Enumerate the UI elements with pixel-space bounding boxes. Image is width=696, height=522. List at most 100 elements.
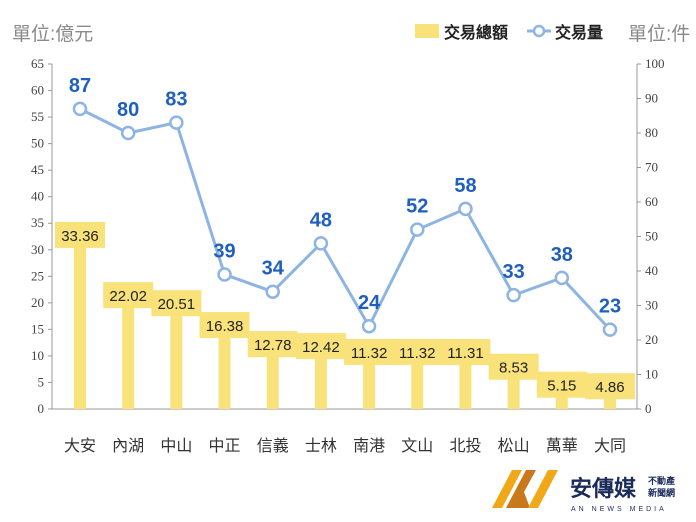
bar-label-box	[392, 338, 443, 365]
right-axis-unit: 單位:件	[628, 23, 690, 45]
right-tick-label: 10	[645, 367, 658, 382]
line-point	[313, 236, 329, 251]
right-tick-label: 60	[645, 194, 658, 209]
bar-label-box	[295, 333, 346, 360]
legend-bar-label: 交易總額	[444, 23, 508, 42]
right-tick-label: 30	[645, 298, 658, 313]
bar-label-box	[151, 290, 202, 317]
line-label: 33	[503, 261, 525, 283]
bar-label-box	[247, 331, 298, 358]
right-tick-label: 70	[645, 160, 658, 175]
category-label: 南港	[353, 437, 385, 455]
left-tick-label: 15	[31, 321, 44, 336]
bar-label-box	[488, 353, 539, 380]
bar	[218, 322, 231, 409]
line-label: 48	[310, 209, 332, 231]
line-point	[120, 125, 136, 141]
category-label: 中正	[209, 437, 241, 455]
logo-tagline: AN NEWS MEDIA	[571, 506, 667, 513]
line-series	[79, 107, 612, 331]
category-label: 士林	[305, 437, 337, 455]
line-point	[554, 270, 570, 286]
logo: 安傳媒 不動產 新聞網 AN NEWS MEDIA	[492, 470, 675, 513]
left-tick-label: 60	[31, 83, 44, 98]
logo-mark-3	[528, 470, 558, 508]
left-tick-label: 50	[31, 136, 44, 151]
bar	[122, 292, 135, 409]
line-point	[506, 287, 521, 303]
bar-label-box	[199, 312, 250, 339]
bar	[314, 343, 327, 409]
line-point	[72, 101, 88, 117]
line-label: 52	[406, 196, 428, 218]
bar-label: 8.53	[499, 360, 528, 377]
logo-text: 安傳媒	[570, 476, 637, 501]
logo-sub1: 不動產	[648, 475, 675, 486]
left-tick-label: 10	[31, 348, 44, 363]
category-label: 松山	[498, 437, 530, 455]
line-label: 83	[165, 89, 187, 111]
line-label: 23	[599, 296, 621, 318]
left-tick-label: 55	[31, 109, 44, 124]
left-tick-label: 20	[31, 295, 44, 310]
logo-mark-2	[506, 470, 536, 508]
bar-label-box	[55, 221, 105, 248]
left-axis-unit: 單位:億元	[12, 23, 93, 45]
bar-label: 33.36	[61, 228, 99, 245]
bar-label: 11.31	[447, 345, 483, 362]
bar-label: 11.32	[351, 345, 387, 362]
right-tick-label: 20	[645, 332, 658, 347]
bar-label-box	[536, 371, 587, 398]
bar-label: 12.42	[302, 339, 340, 356]
legend-bar-swatch	[415, 24, 439, 38]
line-point	[410, 222, 425, 237]
line-point	[458, 201, 473, 217]
line-point	[361, 318, 377, 334]
bar-label: 20.51	[158, 296, 196, 313]
left-tick-label: 0	[38, 401, 45, 416]
line-label: 24	[358, 292, 381, 314]
bar-label: 16.38	[206, 318, 244, 335]
left-tick-label: 5	[38, 374, 45, 389]
left-tick-label: 35	[31, 215, 44, 230]
bar-label-box	[103, 282, 154, 309]
category-label: 內湖	[112, 437, 144, 455]
right-tick-label: 80	[645, 125, 658, 140]
category-label: 大安	[64, 437, 96, 455]
line-label: 34	[262, 258, 285, 280]
category-label: 北投	[449, 437, 481, 455]
line-point	[217, 267, 232, 282]
bar	[74, 231, 86, 409]
bar-label: 4.86	[595, 379, 624, 396]
right-tick-label: 0	[645, 401, 652, 416]
right-tick-label: 100	[645, 56, 665, 71]
bar-label-box	[440, 338, 491, 365]
bar-label-box	[344, 338, 395, 365]
left-tick-label: 65	[31, 56, 44, 71]
bar-label: 22.02	[109, 288, 147, 305]
line-label: 39	[213, 240, 235, 262]
left-tick-label: 30	[31, 242, 44, 257]
legend: 交易總額 交易量	[415, 23, 603, 42]
left-tick-label: 40	[31, 189, 44, 204]
line-point	[602, 322, 618, 337]
line-label: 87	[69, 75, 91, 97]
left-tick-label: 45	[31, 162, 44, 177]
bar-label-box	[585, 373, 635, 400]
left-tick-label: 25	[31, 268, 44, 283]
bar-label: 12.78	[254, 337, 292, 354]
right-tick-label: 90	[645, 91, 658, 106]
line-label: 38	[551, 244, 573, 266]
right-tick-label: 50	[645, 229, 658, 244]
line-point	[169, 115, 184, 130]
bar-label: 11.32	[399, 345, 435, 362]
logo-sub2: 新聞網	[648, 487, 675, 498]
line-label: 58	[454, 175, 476, 197]
category-label: 信義	[257, 437, 289, 455]
line-point	[265, 284, 280, 299]
category-label: 大同	[594, 437, 626, 455]
legend-line-label: 交易量	[555, 23, 603, 42]
category-label: 萬華	[546, 437, 578, 455]
category-label: 文山	[401, 437, 433, 455]
